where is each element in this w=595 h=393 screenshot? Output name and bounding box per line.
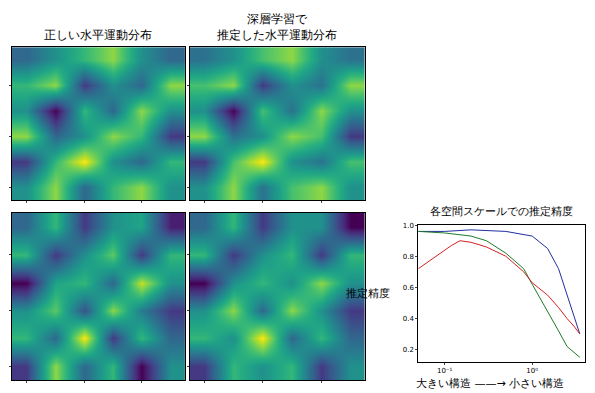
- svg-text:10⁰: 10⁰: [526, 367, 538, 375]
- svg-text:正しい水平運動分布: 正しい水平運動分布: [44, 28, 152, 42]
- svg-text:0.4: 0.4: [403, 315, 415, 323]
- svg-text:0.6: 0.6: [403, 284, 415, 292]
- svg-text:大きい構造 ——→ 小さい構造: 大きい構造 ——→ 小さい構造: [416, 377, 564, 390]
- svg-text:0.8: 0.8: [403, 253, 414, 261]
- svg-text:深層学習で推定した水平運動分布: 深層学習で推定した水平運動分布: [217, 12, 337, 42]
- svg-text:0.2: 0.2: [403, 346, 414, 354]
- svg-text:推定精度: 推定精度: [346, 287, 390, 300]
- svg-text:1.0: 1.0: [403, 222, 414, 230]
- svg-text:各空間スケールでの推定精度: 各空間スケールでの推定精度: [430, 205, 573, 218]
- svg-text:10⁻¹: 10⁻¹: [437, 367, 453, 375]
